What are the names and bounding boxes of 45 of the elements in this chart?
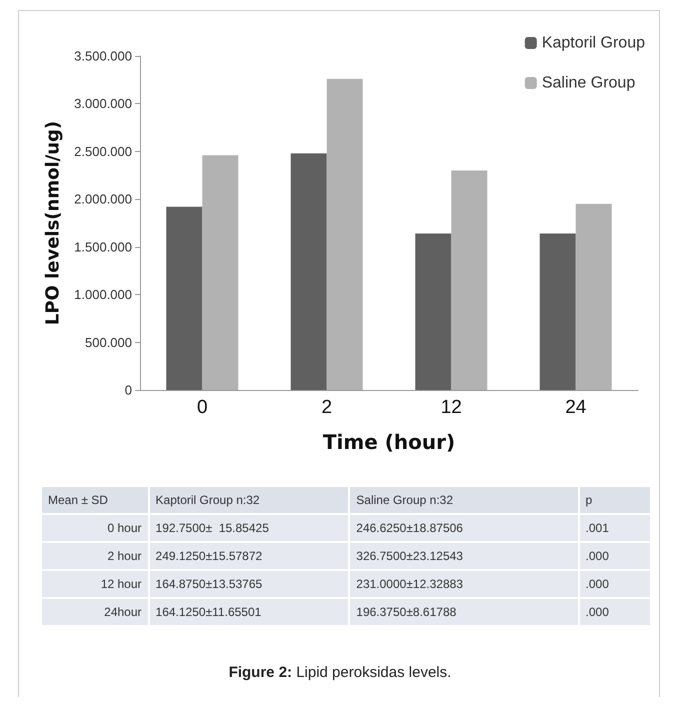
- y-tick-label: 3.500.000: [74, 48, 132, 64]
- bar: [451, 170, 488, 390]
- legend-label: Saline Group: [542, 74, 636, 92]
- text: 2 hour: [42, 543, 148, 569]
- text: 231.0000±12.32883: [350, 571, 578, 597]
- text: p: [580, 487, 650, 513]
- text: 164.1250±11.65501: [150, 599, 348, 625]
- text: 326.7500±23.12543: [350, 543, 578, 569]
- text: Mean ± SD: [42, 487, 148, 513]
- x-tick-label: 0: [196, 397, 208, 418]
- bar: [290, 153, 327, 390]
- text: .000: [580, 599, 650, 625]
- y-tick-label: 0: [124, 382, 132, 398]
- bar: [540, 233, 576, 390]
- text: 0 hour: [42, 515, 148, 541]
- x-tick-label: 24: [565, 397, 587, 418]
- bar: [576, 204, 612, 390]
- bar: [166, 206, 202, 390]
- text: 246.6250±18.87506: [350, 515, 578, 541]
- caption: Figure 2: Lipid peroksidas levels.: [228, 664, 452, 681]
- text: .001: [580, 515, 650, 541]
- text: Saline Group n:32: [350, 487, 578, 513]
- x-tick-label: 2: [321, 397, 332, 418]
- text: .000: [580, 571, 650, 597]
- text: 192.7500± 15.85425: [150, 515, 348, 541]
- text: Kaptoril Group n:32: [150, 487, 348, 513]
- text: 12 hour: [42, 571, 148, 597]
- y-tick-label: 2.500.000: [74, 144, 132, 159]
- y-tick-label: 3.000.000: [74, 96, 132, 112]
- legend-label: Kaptoril Group: [542, 34, 646, 52]
- y-tick-label: 500.000: [85, 334, 132, 350]
- text: 196.3750±8.61788: [350, 599, 578, 625]
- bar: [202, 155, 238, 390]
- x-axis-title: Time (hour): [322, 430, 456, 454]
- y-tick-label: 1.000.000: [74, 287, 132, 302]
- bar: [326, 78, 363, 390]
- bar: [415, 233, 452, 390]
- y-tick-label: 2.000.000: [74, 192, 132, 207]
- y-axis-title: LPO levels(nmol/ug): [42, 120, 64, 326]
- x-tick-label: 12: [440, 397, 462, 418]
- text: .000: [580, 543, 650, 569]
- text: 164.8750±13.53765: [150, 571, 348, 597]
- text: 249.1250±15.57872: [150, 543, 348, 569]
- y-tick-label: 1.500.000: [74, 239, 132, 254]
- text: 24hour: [42, 599, 148, 625]
